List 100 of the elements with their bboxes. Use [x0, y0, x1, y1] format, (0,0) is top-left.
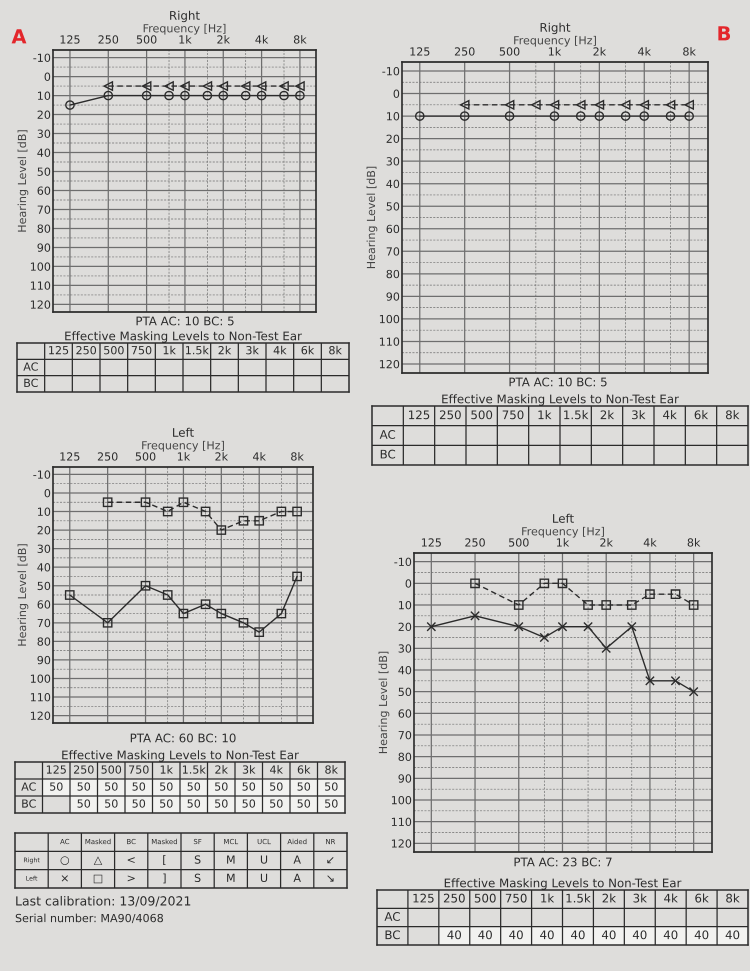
y-axis-title: Hearing Level [dB] [378, 652, 390, 754]
text: □ [94, 874, 102, 884]
data-label: 40 [726, 930, 740, 940]
x-tick-label: 2k [215, 765, 228, 774]
y-tick-label: 120 [380, 360, 400, 368]
y-tick-label: 90 [37, 243, 50, 252]
x-tick-label: 1.5k [186, 346, 209, 354]
y-tick-label: AC [23, 362, 38, 371]
chart-title: Left [173, 428, 194, 437]
y-tick-label: 120 [30, 712, 50, 720]
text: S [194, 855, 201, 864]
text: A [293, 874, 301, 882]
data-label: 50 [270, 782, 283, 791]
data-label: 50 [242, 799, 256, 808]
x-tick-label: 125 [413, 894, 434, 903]
x-tick-label: 125 [60, 452, 80, 461]
x-tick-label: 500 [471, 410, 492, 420]
x-tick-label: 125 [49, 346, 68, 354]
x-tick-label: 125 [410, 47, 430, 56]
y-tick-label: 110 [380, 337, 400, 346]
x-tick-label: 8k [291, 452, 304, 461]
data-label: 50 [105, 782, 118, 791]
x-tick-label: 2k [602, 893, 616, 902]
x-tick-label: 250 [98, 452, 118, 461]
y-tick-label: 10 [38, 507, 50, 516]
y-tick-label: 20 [38, 526, 50, 534]
y-tick-label: 90 [37, 656, 50, 664]
x-tick-label: 750 [129, 765, 149, 774]
y-tick-label: 0 [44, 488, 50, 498]
x-axis-title: Frequency [Hz] [522, 526, 604, 538]
y-tick-label: 80 [398, 752, 412, 762]
y-tick-label: BC [386, 930, 400, 940]
y-tick-label: 20 [386, 134, 400, 144]
y-tick-label: 40 [386, 180, 400, 188]
text: A [293, 855, 301, 864]
text: PTA AC: 10 BC: 5 [510, 377, 607, 386]
x-tick-label: 3k [246, 346, 259, 354]
data-label: 50 [325, 782, 338, 791]
x-tick-label: 250 [454, 47, 475, 56]
y-tick-label: -10 [33, 54, 50, 62]
x-tick-label: 6k [302, 346, 314, 354]
x-tick-label: 1.5k [566, 893, 591, 903]
y-tick-label: AC [21, 782, 36, 791]
x-tick-label: 3k [632, 410, 646, 420]
x-tick-label: 750 [502, 410, 524, 420]
data-label: 50 [242, 782, 256, 791]
data-label: 50 [160, 782, 173, 791]
data-label: 50 [270, 799, 283, 808]
x-tick-label: 1k [179, 35, 192, 44]
x-tick-label: 2k [600, 538, 613, 547]
data-label: 40 [571, 930, 585, 940]
x-tick-label: 500 [102, 765, 122, 774]
y-tick-label: 30 [386, 157, 400, 166]
x-tick-label: 8k [325, 765, 338, 774]
y-tick-label: 90 [398, 774, 412, 783]
y-tick-label: BC [22, 799, 36, 808]
data-label: 50 [298, 782, 310, 791]
x-tick-label: 1k [178, 452, 190, 461]
x-tick-label: 8k [683, 47, 696, 56]
y-tick-label: 50 [386, 202, 400, 211]
y-axis-title: Hearing Level [dB] [18, 544, 28, 646]
y-tick-label: 110 [30, 281, 50, 290]
data-label: 40 [664, 930, 678, 940]
text: Serial number: MA90/4068 [16, 914, 164, 924]
x-tick-label: 1k [548, 47, 562, 56]
data-label: 50 [132, 799, 146, 808]
y-tick-label: 0 [44, 72, 50, 81]
x-tick-label: 1k [538, 410, 552, 420]
text: × [62, 875, 68, 882]
y-tick-label: 10 [399, 600, 412, 610]
x-tick-label: 1k [556, 538, 570, 547]
text: ↙ [327, 857, 334, 864]
y-tick-label: BC [380, 450, 396, 459]
x-tick-label: 4k [664, 893, 678, 902]
y-tick-label: 70 [398, 730, 412, 740]
x-tick-label: 500 [136, 452, 156, 461]
chart-title: Effective Masking Levels to Non-Test Ear [442, 394, 679, 406]
y-tick-label: 70 [386, 247, 400, 256]
data-label: 40 [602, 930, 616, 940]
x-tick-label: 125 [60, 35, 80, 44]
y-tick-label: 40 [37, 563, 50, 572]
x-tick-label: 250 [440, 410, 461, 420]
data-label: 50 [50, 782, 63, 791]
x-tick-label: 6k [298, 765, 310, 774]
chart-title: Right [540, 22, 570, 34]
x-axis-title: Frequency [Hz] [514, 36, 596, 47]
x-tick-label: 2k [215, 452, 228, 461]
y-tick-label: -10 [33, 470, 50, 479]
x-tick-label: 250 [444, 894, 465, 903]
data-label: 50 [325, 799, 338, 808]
y-tick-label: 120 [30, 300, 50, 309]
text: △ [94, 856, 102, 865]
y-tick-label: 30 [38, 544, 50, 554]
data-label: 50 [215, 782, 228, 791]
x-tick-label: 8k [294, 35, 307, 44]
x-tick-label: 1k [541, 893, 554, 902]
text: PTA AC: 10 BC: 5 [136, 316, 234, 326]
text: < [128, 857, 135, 864]
data-label: 50 [215, 799, 228, 808]
y-tick-label: 60 [386, 224, 400, 234]
